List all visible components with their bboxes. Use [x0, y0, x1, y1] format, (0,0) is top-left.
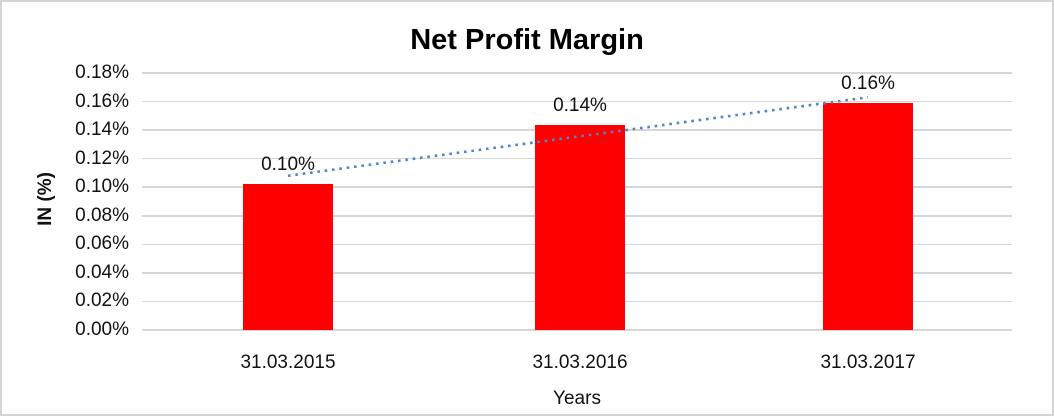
y-tick-label: 0.08% [75, 204, 129, 226]
x-axis-title: Years [553, 388, 601, 409]
y-tick-label: 0.18% [75, 62, 129, 83]
y-tick-label: 0.12% [75, 147, 129, 169]
x-tick-label: 31.03.2016 [532, 352, 628, 373]
bar [823, 102, 913, 330]
y-tick-label: 0.16% [75, 90, 129, 112]
y-tick-label: 0.02% [75, 290, 129, 312]
bar-value-label: 0.14% [553, 94, 607, 116]
bar [243, 183, 333, 330]
chart-title: Net Profit Margin [410, 24, 644, 56]
bar-value-label: 0.16% [841, 72, 895, 94]
gridline [142, 72, 1012, 74]
y-tick-label: 0.14% [75, 119, 129, 141]
y-tick-label: 0.00% [75, 319, 129, 340]
bar [535, 124, 625, 330]
y-tick-label: 0.04% [75, 261, 129, 283]
gridline [142, 329, 1012, 331]
x-tick-label: 31.03.2017 [820, 352, 916, 373]
y-tick-label: 0.06% [75, 233, 129, 255]
y-tick-label: 0.10% [75, 176, 129, 198]
bar-value-label: 0.10% [261, 153, 315, 175]
x-tick-label: 31.03.2015 [240, 352, 336, 373]
